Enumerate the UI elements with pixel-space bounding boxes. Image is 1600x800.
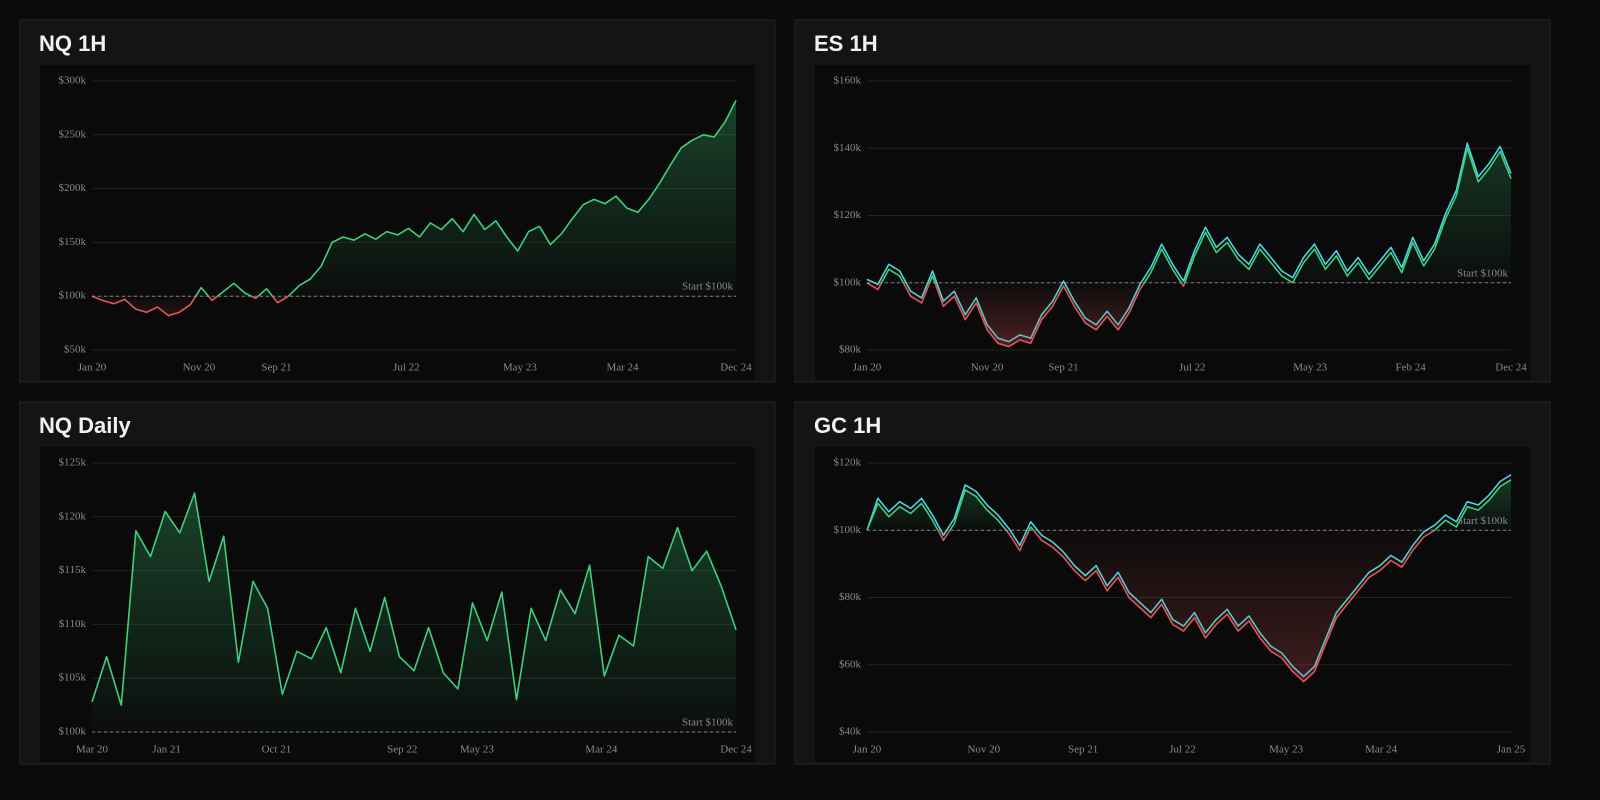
y-tick-label: $100k [59,726,87,738]
x-tick-label: Jan 25 [1497,744,1526,756]
x-tick-label: Jul 22 [393,362,420,374]
y-tick-label: $110k [59,618,87,630]
y-tick-label: $120k [834,457,862,469]
area [92,493,736,732]
x-tick-label: Jan 21 [152,744,180,756]
baseline-label: Start $100k [682,717,734,729]
x-tick-label: Jan 20 [853,744,882,756]
x-tick-label: Mar 24 [1365,744,1398,756]
y-tick-label: $50k [64,344,87,356]
x-tick-label: Nov 20 [971,362,1004,374]
y-tick-label: $60k [839,658,862,670]
x-tick-label: Dec 24 [1495,362,1527,374]
x-tick-label: Sep 21 [1068,744,1098,756]
baseline-label: Start $100k [682,281,734,293]
x-tick-label: May 23 [1269,744,1303,756]
x-tick-label: Jan 20 [853,362,882,374]
y-tick-label: $250k [59,128,87,140]
x-tick-label: May 23 [460,744,494,756]
x-tick-label: Nov 20 [967,744,1000,756]
x-tick-label: Jul 22 [1179,362,1206,374]
x-tick-label: Dec 24 [720,362,752,374]
x-tick-label: Jan 20 [78,362,107,374]
x-tick-label: Oct 21 [262,744,292,756]
y-tick-label: $105k [59,672,87,684]
y-tick-label: $115k [59,564,87,576]
x-tick-label: Dec 24 [720,744,752,756]
x-tick-label: May 23 [1293,362,1327,374]
y-tick-label: $120k [834,209,862,221]
x-tick-label: Sep 21 [261,362,291,374]
chart-title: NQ Daily [39,413,131,438]
y-tick-label: $300k [59,75,87,87]
baseline-label: Start $100k [1457,515,1509,527]
x-tick-label: Sep 21 [1048,362,1078,374]
y-tick-label: $80k [839,591,862,603]
area [867,148,1511,347]
x-tick-label: Mar 20 [76,744,109,756]
y-tick-label: $100k [834,276,862,288]
y-tick-label: $80k [839,344,862,356]
chart-title: NQ 1H [39,31,106,56]
x-tick-label: Mar 24 [585,744,618,756]
y-tick-label: $160k [834,75,862,87]
y-tick-label: $125k [59,457,87,469]
line [91,100,737,317]
x-tick-label: May 23 [503,362,537,374]
y-tick-label: $150k [59,236,87,248]
y-tick-label: $100k [59,290,87,302]
line [866,147,1512,348]
chart-title: ES 1H [814,31,878,56]
y-tick-label: $140k [834,142,862,154]
line [866,479,1512,683]
y-tick-label: $200k [59,182,87,194]
x-tick-label: Mar 24 [606,362,639,374]
y-tick-label: $100k [834,524,862,536]
y-tick-label: $120k [59,510,87,522]
area [92,100,736,316]
y-tick-label: $40k [839,726,862,738]
plot-area [815,65,1530,380]
x-tick-label: Feb 24 [1395,362,1426,374]
line [91,492,737,706]
x-tick-label: Jul 22 [1169,744,1196,756]
baseline-label: Start $100k [1457,267,1509,279]
chart-title: GC 1H [814,413,881,438]
x-tick-label: Nov 20 [183,362,216,374]
x-tick-label: Sep 22 [387,744,417,756]
